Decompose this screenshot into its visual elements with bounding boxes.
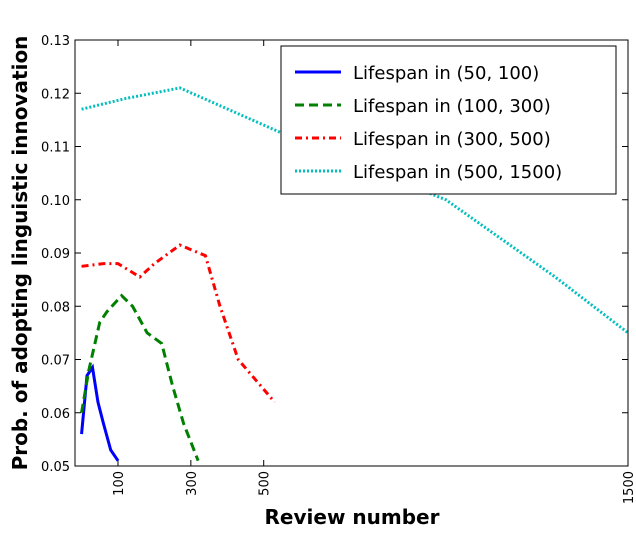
y-tick-label: 0.06 xyxy=(41,407,70,422)
y-tick-label: 0.09 xyxy=(41,247,70,262)
series-line xyxy=(80,293,200,462)
series-line xyxy=(80,363,120,462)
y-tick-label: 0.11 xyxy=(41,141,70,156)
x-tick-label: 1500 xyxy=(622,471,636,504)
y-tick-label: 0.07 xyxy=(41,354,70,369)
legend-label: Lifespan in (50, 100) xyxy=(353,63,539,84)
y-axis-title: Prob. of adopting linguistic innovation xyxy=(8,36,32,471)
x-tick-label: 300 xyxy=(185,471,200,496)
y-tick-label: 0.12 xyxy=(41,87,70,102)
x-tick-label: 100 xyxy=(112,471,127,496)
plot-frame xyxy=(74,39,629,467)
legend-label: Lifespan in (300, 500) xyxy=(353,129,551,150)
y-tick-label: 0.08 xyxy=(41,300,70,315)
legend-label: Lifespan in (100, 300) xyxy=(353,96,551,117)
series-line xyxy=(81,243,276,404)
y-tick-label: 0.05 xyxy=(41,460,70,475)
y-tick-label: 0.10 xyxy=(41,194,70,209)
x-axis-title: Review number xyxy=(265,505,440,529)
y-tick-label: 0.13 xyxy=(41,34,70,49)
legend-label: Lifespan in (500, 1500) xyxy=(353,162,562,183)
x-tick-label: 500 xyxy=(258,471,273,496)
